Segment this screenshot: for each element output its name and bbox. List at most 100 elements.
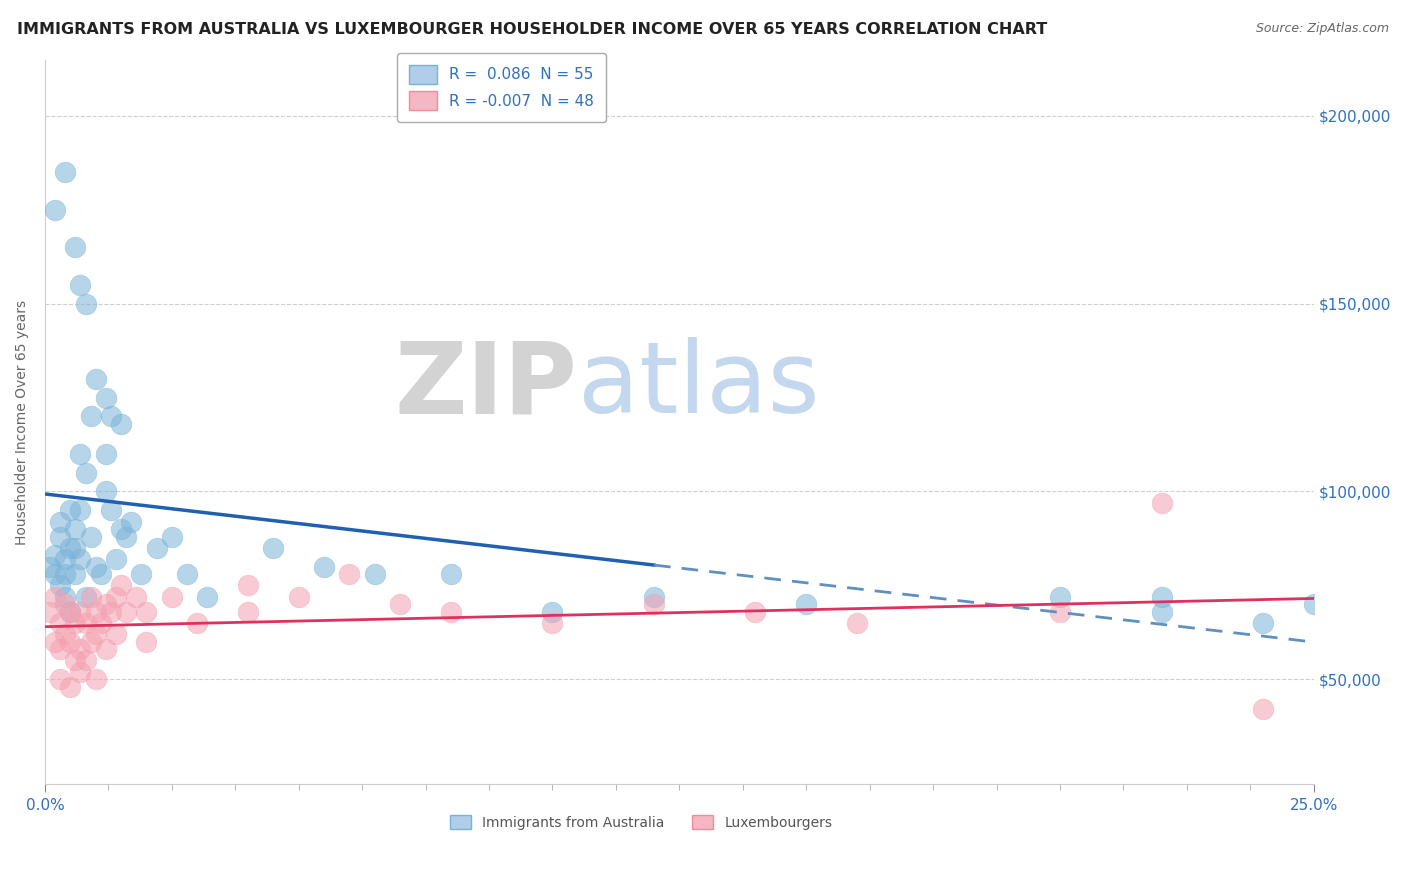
Point — [59, 680, 82, 694]
Point — [90, 615, 112, 630]
Text: IMMIGRANTS FROM AUSTRALIA VS LUXEMBOURGER HOUSEHOLDER INCOME OVER 65 YEARS CORRE: IMMIGRANTS FROM AUSTRALIA VS LUXEMBOURGE… — [17, 22, 1047, 37]
Point — [53, 597, 76, 611]
Point — [105, 552, 128, 566]
Point — [84, 605, 107, 619]
Point — [49, 530, 72, 544]
Point — [49, 578, 72, 592]
Text: ZIP: ZIP — [395, 337, 578, 434]
Point — [1150, 605, 1173, 619]
Point — [643, 597, 665, 611]
Point — [59, 503, 82, 517]
Point — [75, 296, 97, 310]
Point — [1150, 496, 1173, 510]
Point — [75, 615, 97, 630]
Point — [440, 605, 463, 619]
Point — [53, 165, 76, 179]
Point — [314, 559, 336, 574]
Point — [65, 615, 87, 630]
Point — [84, 627, 107, 641]
Point — [131, 567, 153, 582]
Point — [59, 634, 82, 648]
Point — [186, 615, 208, 630]
Point — [75, 466, 97, 480]
Point — [79, 530, 101, 544]
Point — [44, 549, 66, 563]
Point — [846, 615, 869, 630]
Point — [53, 590, 76, 604]
Point — [75, 653, 97, 667]
Point — [1049, 605, 1071, 619]
Point — [94, 484, 117, 499]
Point — [69, 665, 91, 679]
Point — [84, 372, 107, 386]
Point — [59, 605, 82, 619]
Point — [65, 653, 87, 667]
Point — [49, 672, 72, 686]
Point — [53, 627, 76, 641]
Point — [53, 567, 76, 582]
Point — [541, 605, 564, 619]
Point — [44, 590, 66, 604]
Point — [53, 552, 76, 566]
Point — [110, 522, 132, 536]
Point — [744, 605, 766, 619]
Point — [79, 409, 101, 424]
Point — [105, 627, 128, 641]
Point — [115, 530, 138, 544]
Point — [69, 552, 91, 566]
Point — [1150, 590, 1173, 604]
Legend: Immigrants from Australia, Luxembourgers: Immigrants from Australia, Luxembourgers — [444, 810, 838, 836]
Point — [105, 590, 128, 604]
Point — [65, 567, 87, 582]
Point — [145, 541, 167, 555]
Point — [90, 567, 112, 582]
Point — [115, 605, 138, 619]
Point — [44, 202, 66, 217]
Point — [125, 590, 148, 604]
Point — [440, 567, 463, 582]
Point — [236, 578, 259, 592]
Point — [84, 559, 107, 574]
Point — [1302, 597, 1324, 611]
Point — [160, 530, 183, 544]
Point — [1251, 702, 1274, 716]
Point — [100, 409, 122, 424]
Point — [176, 567, 198, 582]
Point — [65, 240, 87, 254]
Point — [794, 597, 817, 611]
Point — [135, 605, 157, 619]
Point — [94, 447, 117, 461]
Point — [94, 391, 117, 405]
Point — [287, 590, 309, 604]
Point — [44, 634, 66, 648]
Point — [84, 672, 107, 686]
Point — [339, 567, 361, 582]
Point — [44, 567, 66, 582]
Point — [364, 567, 387, 582]
Point — [160, 590, 183, 604]
Text: Source: ZipAtlas.com: Source: ZipAtlas.com — [1256, 22, 1389, 36]
Point — [100, 605, 122, 619]
Point — [100, 503, 122, 517]
Point — [59, 541, 82, 555]
Point — [643, 590, 665, 604]
Text: atlas: atlas — [578, 337, 820, 434]
Point — [1049, 590, 1071, 604]
Point — [94, 642, 117, 657]
Point — [110, 578, 132, 592]
Point — [59, 605, 82, 619]
Point — [541, 615, 564, 630]
Point — [69, 447, 91, 461]
Point — [39, 559, 62, 574]
Point — [39, 605, 62, 619]
Point — [49, 615, 72, 630]
Y-axis label: Householder Income Over 65 years: Householder Income Over 65 years — [15, 300, 30, 544]
Point — [389, 597, 412, 611]
Point — [79, 634, 101, 648]
Point — [79, 590, 101, 604]
Point — [135, 634, 157, 648]
Point — [1251, 615, 1274, 630]
Point — [69, 503, 91, 517]
Point — [75, 590, 97, 604]
Point — [195, 590, 218, 604]
